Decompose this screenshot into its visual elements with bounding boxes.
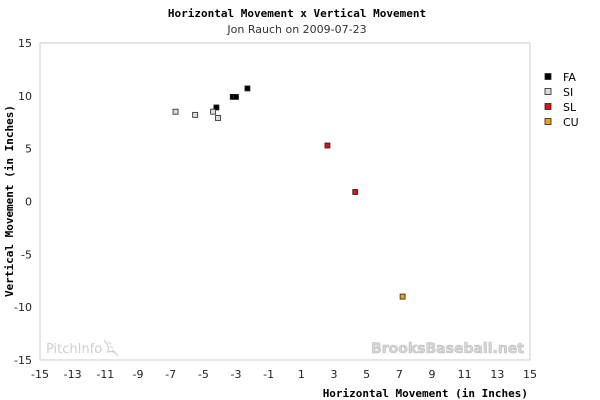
chart-subtitle: Jon Rauch on 2009-07-23 [226, 23, 366, 36]
legend-label-cu: CU [563, 116, 579, 129]
x-tick-label: 15 [523, 368, 537, 381]
legend-swatch-sl [544, 103, 552, 110]
point-si [192, 111, 199, 118]
plot-area [39, 42, 531, 361]
legend-label-sl: SL [563, 101, 577, 114]
point-si [215, 115, 221, 121]
x-tick-label: -11 [96, 368, 114, 381]
legend-swatch-cu [544, 118, 552, 125]
y-tick-label: 0 [25, 196, 32, 209]
x-tick-label: 11 [458, 368, 472, 381]
x-tick-label: -13 [64, 368, 82, 381]
x-tick-label: 13 [490, 368, 504, 381]
x-tick-label: 9 [429, 368, 436, 381]
x-tick-label: -9 [133, 368, 144, 381]
y-tick-label: -10 [14, 301, 32, 314]
legend: FA SI SL CU [544, 71, 579, 129]
x-tick-label: 7 [396, 368, 403, 381]
y-tick-label: 5 [25, 143, 32, 156]
x-tick-label: -3 [231, 368, 242, 381]
legend-label-fa: FA [563, 71, 576, 84]
x-tick-label: -1 [263, 368, 274, 381]
x-tick-label: -7 [165, 368, 176, 381]
x-tick-label: -5 [198, 368, 209, 381]
brooksbaseball-watermark: BrooksBaseball.net [371, 341, 524, 357]
legend-swatch-si [544, 88, 552, 95]
x-tick-label: 5 [363, 368, 370, 381]
y-tick-label: -5 [21, 248, 32, 261]
point-fa [244, 85, 251, 92]
point-sl [352, 189, 359, 195]
data-points [172, 85, 406, 300]
y-axis-ticks: 15 10 5 0 -5 -10 -15 [14, 37, 32, 367]
point-fa [233, 93, 239, 100]
pitchinfo-watermark: PitchInfo [46, 342, 102, 357]
y-tick-label: -15 [14, 354, 32, 367]
chart-title: Horizontal Movement x Vertical Movement [168, 7, 426, 20]
x-tick-label: 3 [331, 368, 338, 381]
point-sl [324, 142, 331, 149]
legend-swatch-fa [544, 73, 552, 80]
y-axis-label: Vertical Movement (in Inches) [3, 105, 16, 297]
x-axis-ticks: -15 -13 -11 -9 -7 -5 -3 -1 1 3 5 7 9 11 13 15 [31, 368, 537, 381]
point-cu [399, 293, 406, 300]
y-tick-label: 10 [18, 90, 32, 103]
y-tick-label: 15 [18, 37, 32, 50]
x-tick-label: 1 [298, 368, 305, 381]
pitchinfo-logo-icon [103, 339, 119, 357]
point-fa [213, 104, 220, 111]
x-axis-label: Horizontal Movement (in Inches) [323, 387, 528, 400]
x-tick-label: -15 [31, 368, 49, 381]
legend-label-si: SI [563, 86, 573, 99]
point-si [210, 108, 217, 115]
point-si [172, 108, 179, 115]
